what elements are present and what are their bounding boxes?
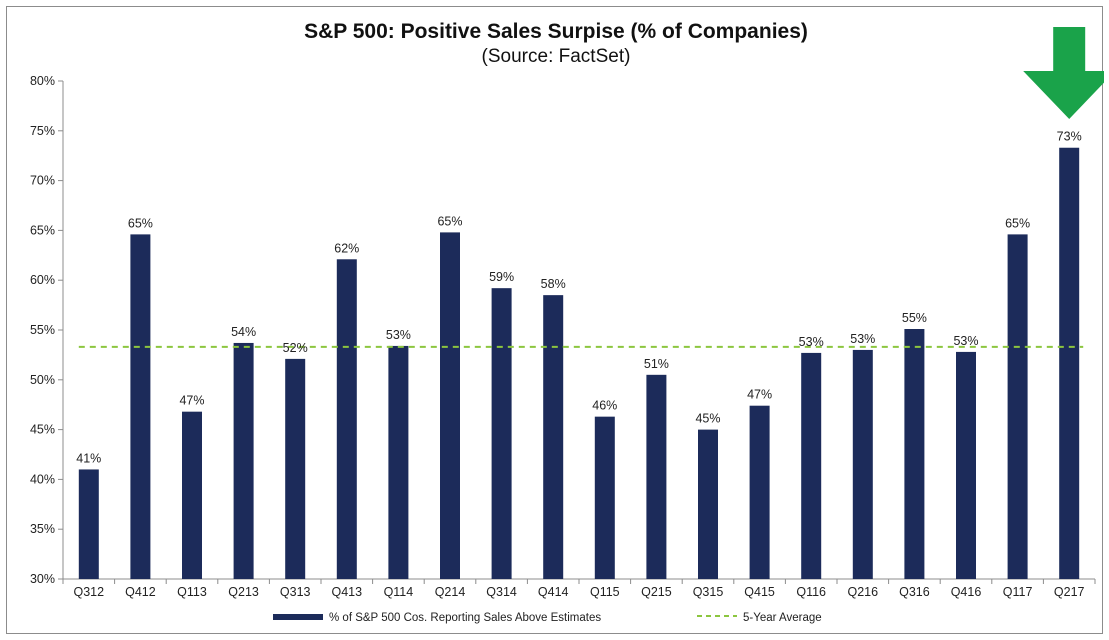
x-tick-label: Q412 <box>125 585 156 599</box>
data-label: 65% <box>128 216 153 230</box>
chart-title: S&P 500: Positive Sales Surpise (% of Co… <box>304 20 808 43</box>
data-label: 73% <box>1057 130 1082 144</box>
y-tick-label: 80% <box>30 74 55 88</box>
legend-swatch-bars <box>273 614 323 620</box>
bar <box>233 342 254 579</box>
y-tick-label: 75% <box>30 124 55 138</box>
chart-subtitle: (Source: FactSet) <box>482 46 631 67</box>
bar <box>440 232 460 579</box>
y-tick-label: 70% <box>30 174 55 188</box>
bar <box>698 429 718 579</box>
x-tick-label: Q316 <box>899 585 930 599</box>
data-label: 47% <box>179 394 204 408</box>
data-label: 62% <box>334 241 359 255</box>
y-tick-label: 30% <box>30 572 55 586</box>
bar-series <box>78 147 1080 579</box>
data-label: 53% <box>953 334 978 348</box>
bar <box>285 358 306 579</box>
data-label: 52% <box>283 341 308 355</box>
x-tick-label: Q217 <box>1054 585 1085 599</box>
bar <box>1007 234 1028 579</box>
legend-label-average: 5-Year Average <box>743 612 822 624</box>
x-tick-label: Q115 <box>590 585 620 599</box>
x-tick-label: Q315 <box>693 585 724 599</box>
data-label: 58% <box>541 277 566 291</box>
data-label: 65% <box>1005 216 1030 230</box>
bar-chart: S&P 500: Positive Sales Surpise (% of Co… <box>30 20 1104 624</box>
bar <box>749 405 770 579</box>
data-label: 65% <box>437 214 462 228</box>
x-tick-label: Q216 <box>848 585 879 599</box>
bar <box>646 374 667 579</box>
legend: % of S&P 500 Cos. Reporting Sales Above … <box>273 612 822 624</box>
y-tick-label: 40% <box>30 472 55 486</box>
chart-frame: S&P 500: Positive Sales Surpise (% of Co… <box>6 6 1104 634</box>
bar <box>594 416 615 579</box>
data-label: 55% <box>902 311 927 325</box>
y-tick-label: 50% <box>30 373 55 387</box>
x-tick-label: Q213 <box>228 585 259 599</box>
down-arrow-shape <box>1023 27 1104 119</box>
green-down-arrow-icon <box>1023 27 1104 119</box>
data-labels: 41% 65% 47% 54% 52% 62% 53% 65% 59% 58% 46% 51% 45% 4… <box>76 130 1081 466</box>
y-tick-label: 55% <box>30 323 55 337</box>
x-tick-label: Q214 <box>435 585 466 599</box>
y-tick-label: 45% <box>30 423 55 437</box>
data-label: 41% <box>76 451 101 465</box>
bar <box>904 329 925 579</box>
bar <box>491 288 512 579</box>
data-label: 53% <box>850 332 875 346</box>
legend-label-bars: % of S&P 500 Cos. Reporting Sales Above … <box>329 612 601 624</box>
bar <box>852 349 873 579</box>
bar <box>182 411 202 579</box>
x-tick-label: Q312 <box>74 585 105 599</box>
x-tick-label: Q114 <box>384 585 414 599</box>
bar <box>78 469 99 579</box>
bar <box>336 259 357 579</box>
bar <box>388 345 409 579</box>
x-tick-label: Q413 <box>332 585 363 599</box>
x-tick-label: Q116 <box>796 585 826 599</box>
x-tick-label: Q117 <box>1003 585 1033 599</box>
y-tick-label: 65% <box>30 223 55 237</box>
data-label: 51% <box>644 357 669 371</box>
x-tick-label: Q313 <box>280 585 311 599</box>
x-tick-label: Q414 <box>538 585 569 599</box>
data-label: 47% <box>747 388 772 402</box>
y-tick-label: 60% <box>30 273 55 287</box>
data-label: 59% <box>489 270 514 284</box>
data-label: 53% <box>799 335 824 349</box>
bar <box>956 351 976 579</box>
x-tick-label: Q113 <box>177 585 207 599</box>
bar <box>1059 147 1080 579</box>
x-tick-label: Q314 <box>486 585 517 599</box>
bar <box>543 295 564 579</box>
data-label: 53% <box>386 328 411 342</box>
x-tick-label: Q215 <box>641 585 672 599</box>
bar <box>801 352 822 579</box>
data-label: 46% <box>592 399 617 413</box>
x-tick-label: Q415 <box>744 585 775 599</box>
x-tick-label: Q416 <box>951 585 982 599</box>
bar <box>130 234 151 579</box>
y-tick-label: 35% <box>30 522 55 536</box>
x-axis: Q312 Q412 Q113 Q213 Q313 Q413 Q114 Q214 Q314 Q414… <box>62 578 1096 599</box>
data-label: 45% <box>695 412 720 426</box>
y-axis: 30% 35% 40% 45% 50% 55% 60% 65% 70% 75% 80% <box>30 74 64 586</box>
data-label: 54% <box>231 325 256 339</box>
